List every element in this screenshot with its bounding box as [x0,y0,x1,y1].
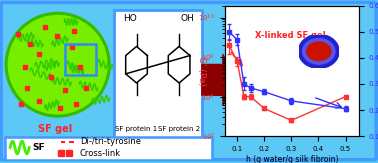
Text: Di-/tri-tyrosine: Di-/tri-tyrosine [80,137,141,146]
Y-axis label: G' (Pa): G' (Pa) [197,56,206,86]
FancyBboxPatch shape [114,10,202,142]
Text: Cross-link: Cross-link [80,149,121,158]
Text: SF gel: SF gel [38,124,73,134]
Text: HO: HO [123,14,136,23]
Ellipse shape [6,13,109,116]
Text: OH: OH [180,14,194,23]
Text: SF: SF [33,143,45,152]
Text: SF protein 1: SF protein 1 [115,126,158,132]
FancyBboxPatch shape [5,137,212,160]
X-axis label: h (g water/g silk fibroin): h (g water/g silk fibroin) [246,155,338,163]
Text: SF protein 2: SF protein 2 [158,126,200,132]
FancyBboxPatch shape [1,2,376,160]
Circle shape [303,38,335,64]
Text: X-linked SF gel: X-linked SF gel [255,31,325,40]
FancyArrow shape [202,54,232,106]
